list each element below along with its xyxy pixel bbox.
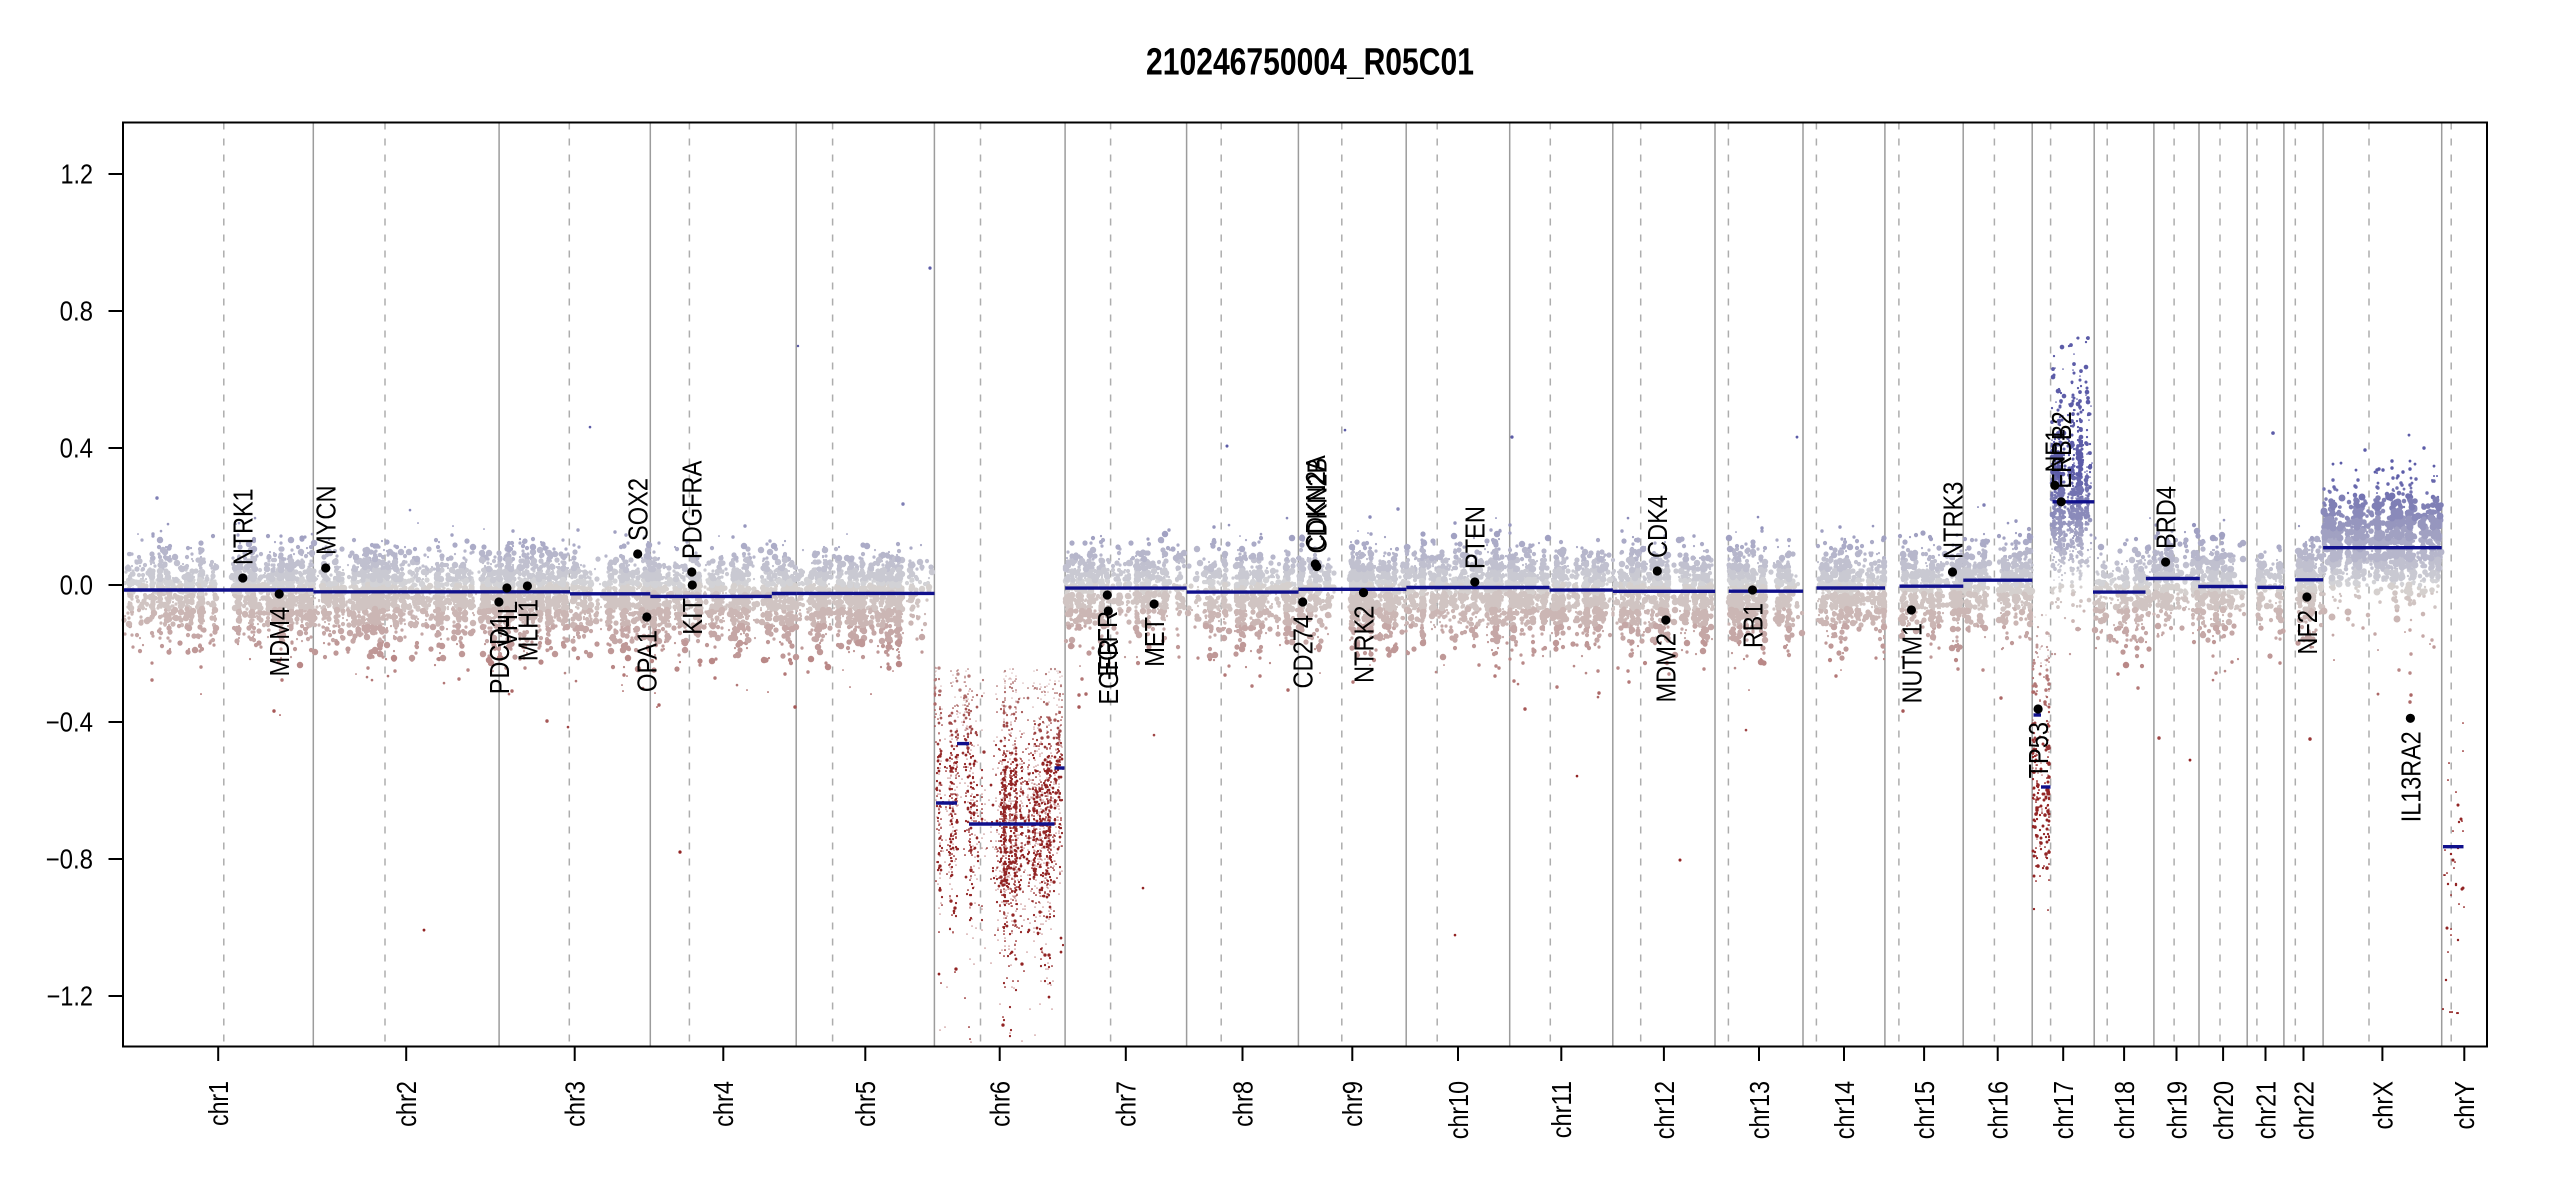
svg-text:chrY: chrY (2449, 1081, 2480, 1130)
svg-text:chr1: chr1 (203, 1081, 234, 1126)
svg-text:210246750004_R05C01: 210246750004_R05C01 (1146, 42, 1474, 84)
svg-text:MDM4: MDM4 (264, 607, 295, 677)
svg-text:0.4: 0.4 (60, 432, 93, 463)
svg-text:chr10: chr10 (1443, 1081, 1474, 1139)
svg-text:chr7: chr7 (1111, 1081, 1142, 1127)
svg-text:chr9: chr9 (1337, 1081, 1368, 1127)
svg-text:TP53: TP53 (2023, 722, 2054, 778)
svg-text:chr15: chr15 (1909, 1081, 1940, 1139)
svg-text:chr4: chr4 (708, 1081, 739, 1127)
svg-text:chr14: chr14 (1829, 1081, 1860, 1139)
svg-text:NTRK2: NTRK2 (1348, 606, 1379, 683)
svg-text:chr11: chr11 (1546, 1081, 1577, 1138)
svg-text:NF1: NF1 (2040, 429, 2071, 473)
svg-text:chrX: chrX (2367, 1081, 2398, 1130)
svg-text:ERBB2: ERBB2 (2046, 411, 2077, 488)
svg-text:1.2: 1.2 (61, 158, 94, 189)
svg-text:0.8: 0.8 (60, 295, 93, 326)
svg-text:MDM2: MDM2 (1651, 633, 1682, 703)
svg-text:chr22: chr22 (2288, 1081, 2319, 1140)
svg-text:chr16: chr16 (1983, 1081, 2014, 1139)
svg-text:IL13RA2: IL13RA2 (2395, 731, 2426, 822)
svg-text:PDGFRA: PDGFRA (677, 460, 708, 559)
svg-text:chr18: chr18 (2109, 1081, 2140, 1139)
svg-text:OPA1: OPA1 (632, 630, 663, 692)
svg-text:CDKN2A: CDKN2A (1300, 455, 1331, 551)
svg-text:chr3: chr3 (560, 1081, 591, 1127)
svg-text:chr2: chr2 (391, 1081, 422, 1127)
svg-text:−1.2: −1.2 (47, 980, 94, 1011)
svg-text:MET: MET (1139, 617, 1170, 667)
svg-text:chr13: chr13 (1744, 1081, 1775, 1139)
svg-text:−0.4: −0.4 (46, 706, 93, 737)
svg-text:−0.8: −0.8 (46, 843, 93, 874)
svg-text:CDK4: CDK4 (1642, 495, 1673, 558)
svg-text:SOX2: SOX2 (623, 478, 654, 541)
svg-text:MYCN: MYCN (311, 486, 342, 556)
svg-text:chr5: chr5 (850, 1081, 881, 1127)
svg-text:chr8: chr8 (1227, 1081, 1258, 1127)
svg-text:NUTM1: NUTM1 (1896, 623, 1927, 703)
svg-text:CDKN2B: CDKN2B (1302, 458, 1333, 554)
svg-text:KIT: KIT (677, 598, 708, 635)
svg-text:chr12: chr12 (1649, 1081, 1680, 1139)
svg-text:chr21: chr21 (2250, 1081, 2281, 1139)
svg-text:PDCD1: PDCD1 (484, 615, 515, 694)
svg-text:NF2: NF2 (2292, 610, 2323, 655)
svg-text:0.0: 0.0 (60, 569, 93, 600)
svg-text:chr6: chr6 (985, 1081, 1016, 1127)
svg-text:chr19: chr19 (2161, 1081, 2192, 1139)
svg-text:EGFR: EGFR (1092, 611, 1123, 677)
svg-text:BRD4: BRD4 (2151, 486, 2182, 549)
svg-text:VHL: VHL (492, 601, 523, 647)
svg-text:chr20: chr20 (2208, 1081, 2239, 1140)
svg-text:RB1: RB1 (1737, 603, 1768, 648)
svg-text:NTRK1: NTRK1 (228, 489, 259, 566)
svg-text:MLH1: MLH1 (512, 599, 543, 661)
svg-text:EGFR: EGFR (1093, 639, 1124, 705)
svg-text:chr17: chr17 (2048, 1081, 2079, 1139)
svg-text:PTEN: PTEN (1460, 506, 1491, 569)
svg-text:CD274: CD274 (1288, 615, 1319, 689)
svg-text:NTRK3: NTRK3 (1937, 482, 1968, 559)
